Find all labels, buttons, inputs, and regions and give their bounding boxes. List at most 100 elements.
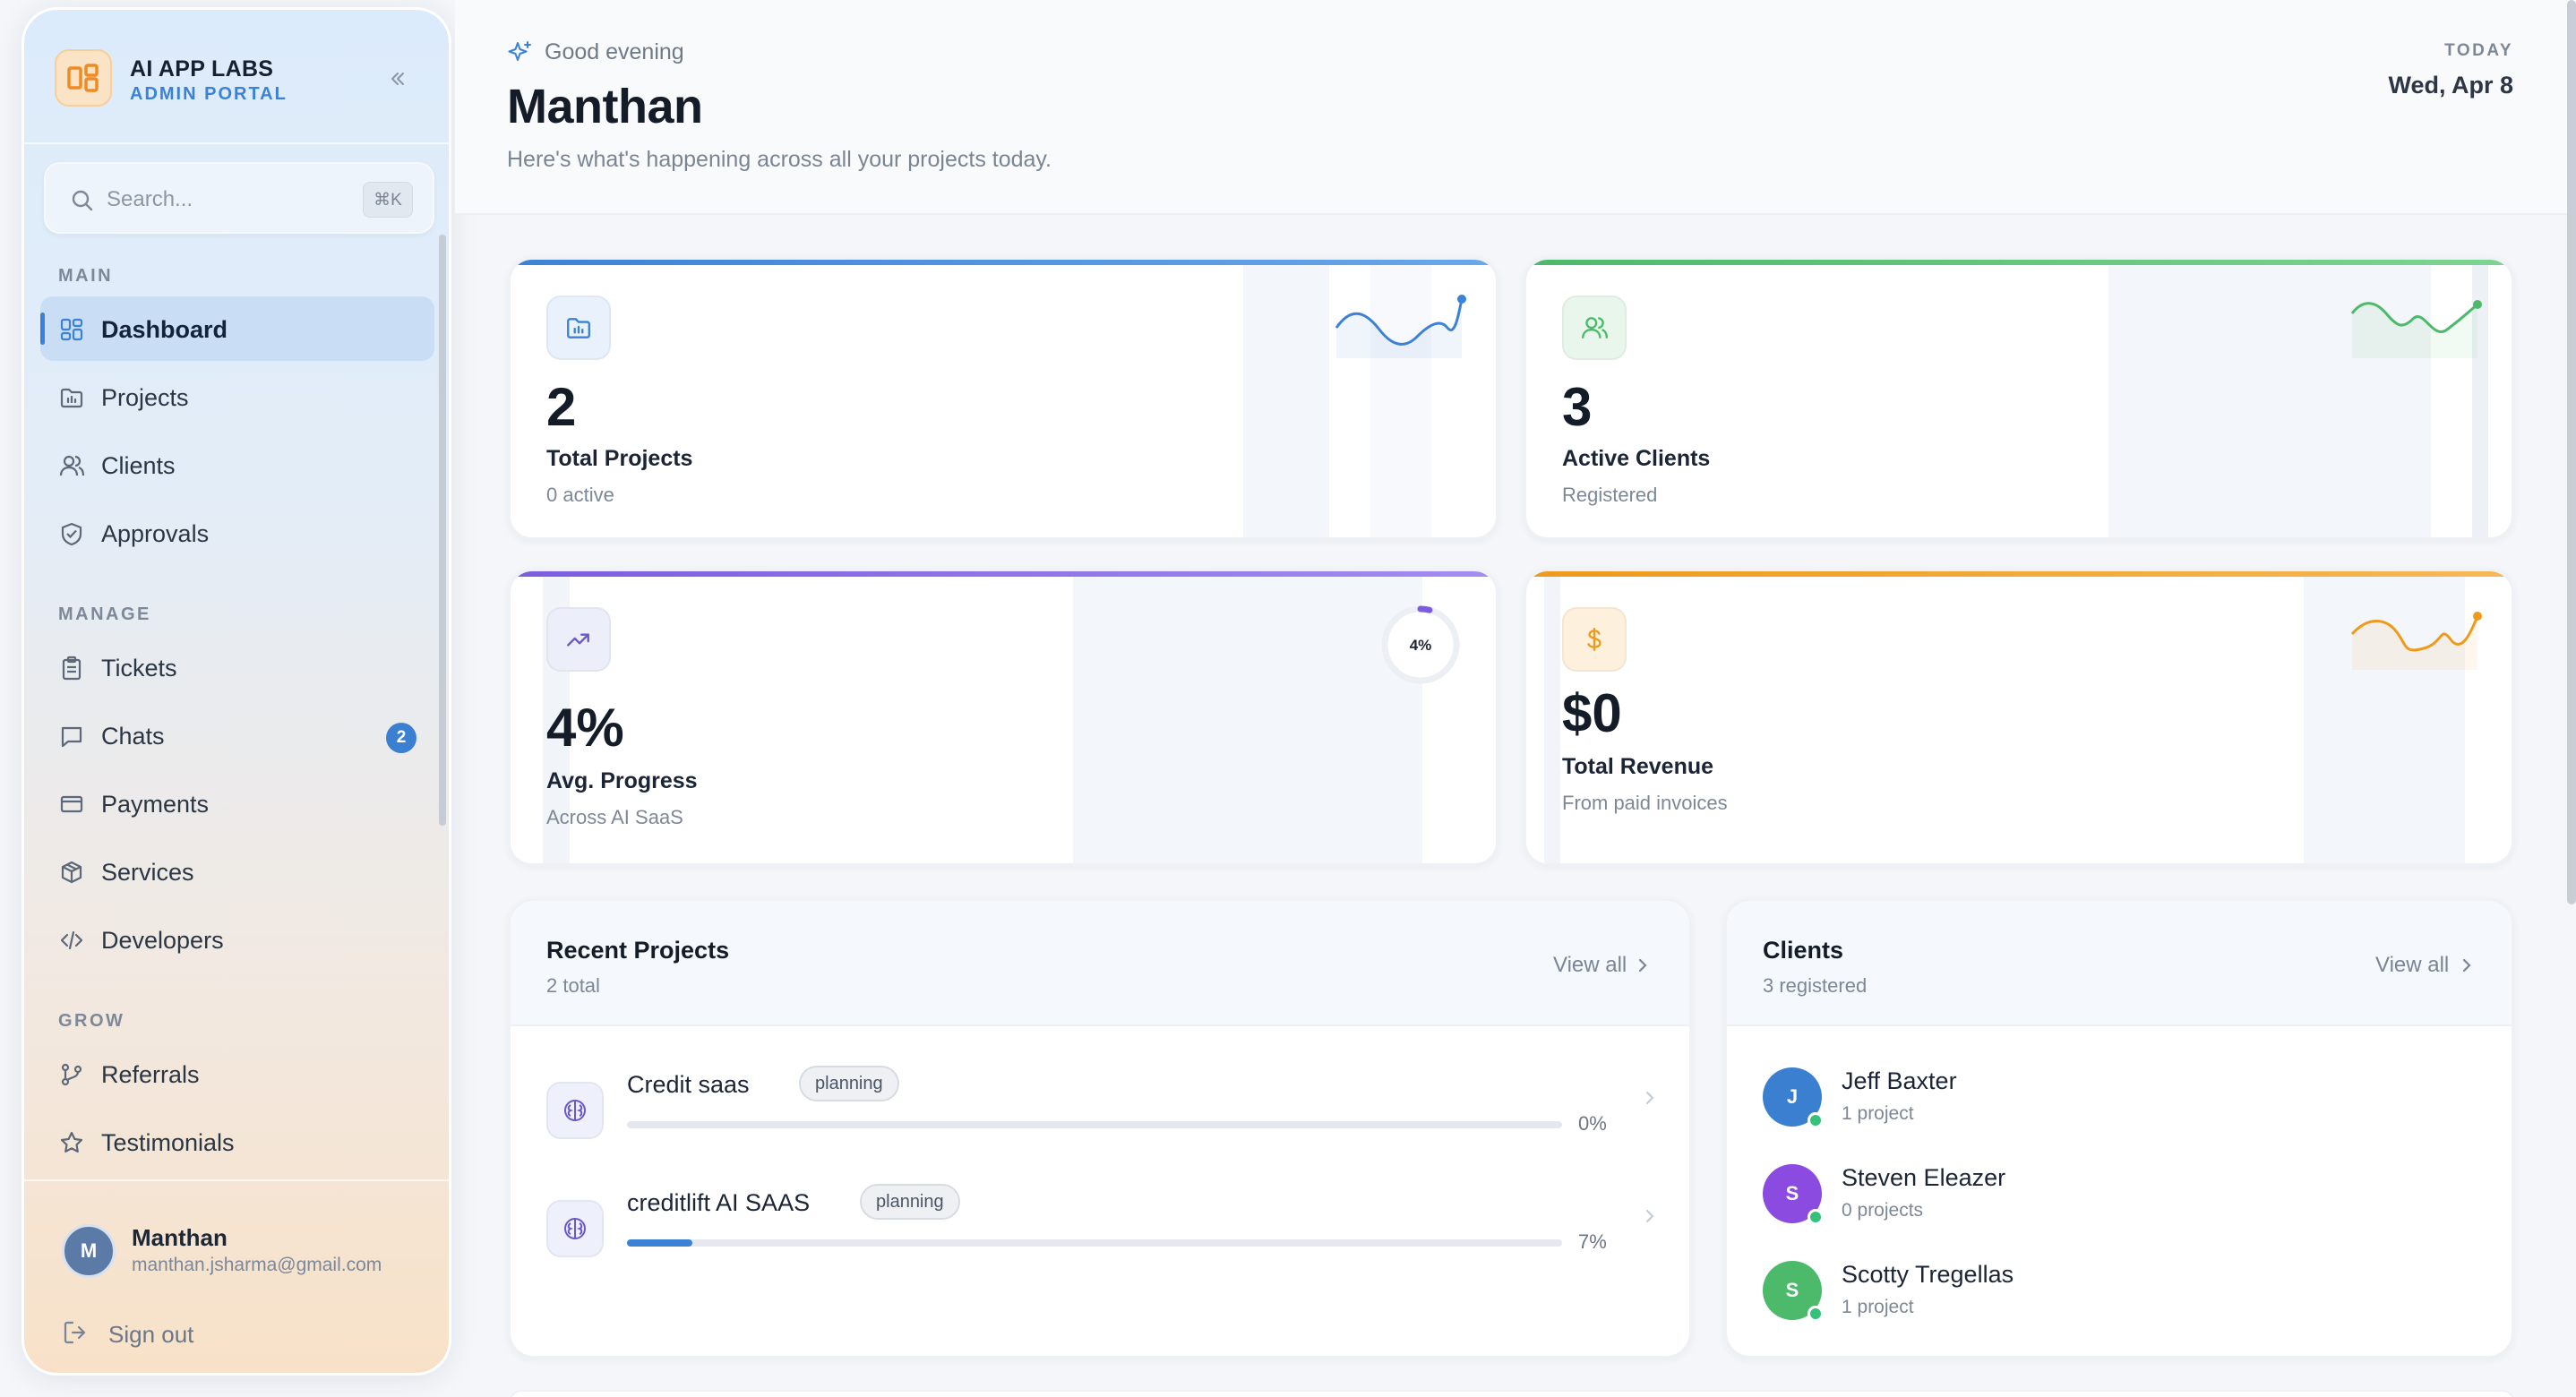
collapse-sidebar-button[interactable]	[384, 65, 411, 92]
card-accent-bar	[511, 571, 1496, 577]
star-icon	[58, 1129, 85, 1156]
stat-card-avg-progress[interactable]: 4% Avg. Progress Across AI SaaS 4%	[509, 570, 1498, 865]
view-all-clients-link[interactable]: View all	[2375, 953, 2450, 977]
sidebar-item-referrals[interactable]: Referrals	[40, 1041, 434, 1106]
section-label-grow: GROW	[58, 1011, 125, 1031]
user-section: M Manthan manthan.jsharma@gmail.com Sign…	[24, 1179, 449, 1373]
sidebar-item-approvals[interactable]: Approvals	[40, 501, 434, 565]
client-name: Jeff Baxter	[1842, 1067, 1957, 1094]
sidebar-item-projects[interactable]: Projects	[40, 364, 434, 429]
brand-subtitle: ADMIN PORTAL	[130, 84, 288, 104]
card-accent-bar	[1526, 260, 2512, 265]
clipboard-icon	[58, 655, 85, 681]
brand-logo[interactable]	[55, 49, 112, 107]
sparkline-chart	[2350, 612, 2482, 670]
view-all-projects-link[interactable]: View all	[1553, 953, 1627, 977]
sidebar-item-chats[interactable]: Chats 2	[40, 703, 434, 767]
sidebar-item-services[interactable]: Services	[40, 839, 434, 904]
stat-subtitle: Across AI SaaS	[546, 806, 683, 828]
brain-icon	[546, 1200, 604, 1257]
sign-out-label: Sign out	[108, 1321, 194, 1348]
card-decor	[2472, 265, 2488, 537]
stat-card-active-clients[interactable]: 3 Active Clients Registered	[1524, 258, 2513, 539]
progress-fill	[627, 1239, 693, 1247]
sign-out-button[interactable]: Sign out	[62, 1316, 295, 1351]
page-header: Good evening Manthan Here's what's happe…	[455, 0, 2576, 215]
section-label-manage: MANAGE	[58, 604, 151, 624]
stat-card-total-revenue[interactable]: $0 Total Revenue From paid invoices	[1524, 570, 2513, 865]
sidebar-item-payments[interactable]: Payments	[40, 771, 434, 836]
stat-value: 3	[1562, 377, 1593, 437]
next-section-card	[509, 1390, 2515, 1397]
client-name: Steven Eleazer	[1842, 1164, 2006, 1191]
panel-title: Clients	[1763, 937, 1844, 964]
logo-icon	[67, 64, 99, 92]
card-decor	[1073, 577, 1422, 863]
list-item[interactable]: S Steven Eleazer 0 projects	[1763, 1164, 2479, 1236]
card-decor	[2108, 265, 2431, 537]
sidebar-item-dashboard[interactable]: Dashboard	[40, 296, 434, 361]
brand-title: AI APP LABS	[130, 56, 274, 81]
user-name: Manthan	[132, 1224, 228, 1251]
avatar[interactable]: M	[62, 1224, 116, 1278]
panel-subtitle: 2 total	[546, 974, 600, 997]
card-decor	[1243, 265, 1329, 537]
main-scrollbar[interactable]	[2567, 0, 2576, 904]
client-name: Scotty Tregellas	[1842, 1261, 2014, 1288]
sidebar-item-testimonials[interactable]: Testimonials	[40, 1110, 434, 1174]
sidebar-item-label: Referrals	[101, 1061, 200, 1088]
project-row[interactable]: creditlift AI SAAS planning 7%	[546, 1184, 1657, 1288]
search-input[interactable]: Search... ⌘K	[44, 162, 434, 234]
progress-bar	[627, 1121, 1562, 1128]
card-accent-bar	[511, 260, 1496, 265]
sidebar-item-clients[interactable]: Clients	[40, 433, 434, 497]
search-shortcut-badge: ⌘K	[363, 182, 413, 218]
stat-subtitle: 0 active	[546, 484, 614, 506]
code-icon	[58, 927, 85, 954]
project-name: creditlift AI SAAS	[627, 1189, 811, 1216]
today-label: TODAY	[2444, 41, 2513, 60]
clients-panel: Clients 3 registered View all J Jeff Bax…	[1725, 899, 2513, 1358]
stat-subtitle: Registered	[1562, 484, 1658, 506]
project-name: Credit saas	[627, 1071, 750, 1098]
sidebar-scrollbar[interactable]	[439, 235, 446, 826]
page-title: Manthan	[507, 80, 703, 133]
log-out-icon	[64, 1321, 86, 1344]
online-status-dot	[1807, 1209, 1824, 1225]
search-icon	[72, 190, 93, 211]
stat-card-total-projects[interactable]: 2 Total Projects 0 active	[509, 258, 1498, 539]
stat-title: Total Projects	[546, 446, 693, 471]
today-date: Wed, Apr 8	[2388, 72, 2513, 99]
card-decor	[1370, 265, 1431, 537]
list-item[interactable]: S Scotty Tregellas 1 project	[1763, 1261, 2479, 1333]
client-project-count: 1 project	[1842, 1297, 1914, 1317]
sidebar-item-developers[interactable]: Developers	[40, 907, 434, 972]
sparkles-icon	[508, 41, 531, 61]
list-item[interactable]: J Jeff Baxter 1 project	[1763, 1067, 2479, 1139]
users-icon	[58, 452, 85, 479]
sidebar-item-tickets[interactable]: Tickets	[40, 635, 434, 699]
recent-projects-panel: Recent Projects 2 total View all Credit …	[509, 899, 1691, 1358]
progress-percent: 7%	[1578, 1230, 1607, 1253]
user-email: manthan.jsharma@gmail.com	[132, 1255, 382, 1275]
progress-ring-label: 4%	[1410, 637, 1432, 654]
progress-bar	[627, 1239, 1562, 1247]
status-badge: planning	[799, 1066, 899, 1101]
client-project-count: 0 projects	[1842, 1200, 1924, 1221]
progress-percent: 0%	[1578, 1112, 1607, 1135]
sidebar-item-label: Approvals	[101, 520, 210, 547]
brain-icon	[546, 1082, 604, 1139]
sidebar-item-label: Clients	[101, 452, 176, 479]
stat-title: Avg. Progress	[546, 768, 698, 793]
card-decor	[1544, 577, 1560, 863]
sidebar-item-label: Developers	[101, 927, 224, 954]
sidebar-item-label: Chats	[101, 723, 165, 750]
sidebar: AI APP LABS ADMIN PORTAL Search... ⌘K MA…	[21, 7, 451, 1376]
section-label-main: MAIN	[58, 266, 114, 286]
sidebar-item-label: Payments	[101, 791, 210, 818]
message-square-icon	[58, 723, 85, 750]
project-row[interactable]: Credit saas planning 0%	[546, 1066, 1657, 1170]
folder-chart-icon	[546, 296, 611, 360]
search-placeholder: Search...	[107, 187, 193, 211]
shield-check-icon	[58, 520, 85, 547]
